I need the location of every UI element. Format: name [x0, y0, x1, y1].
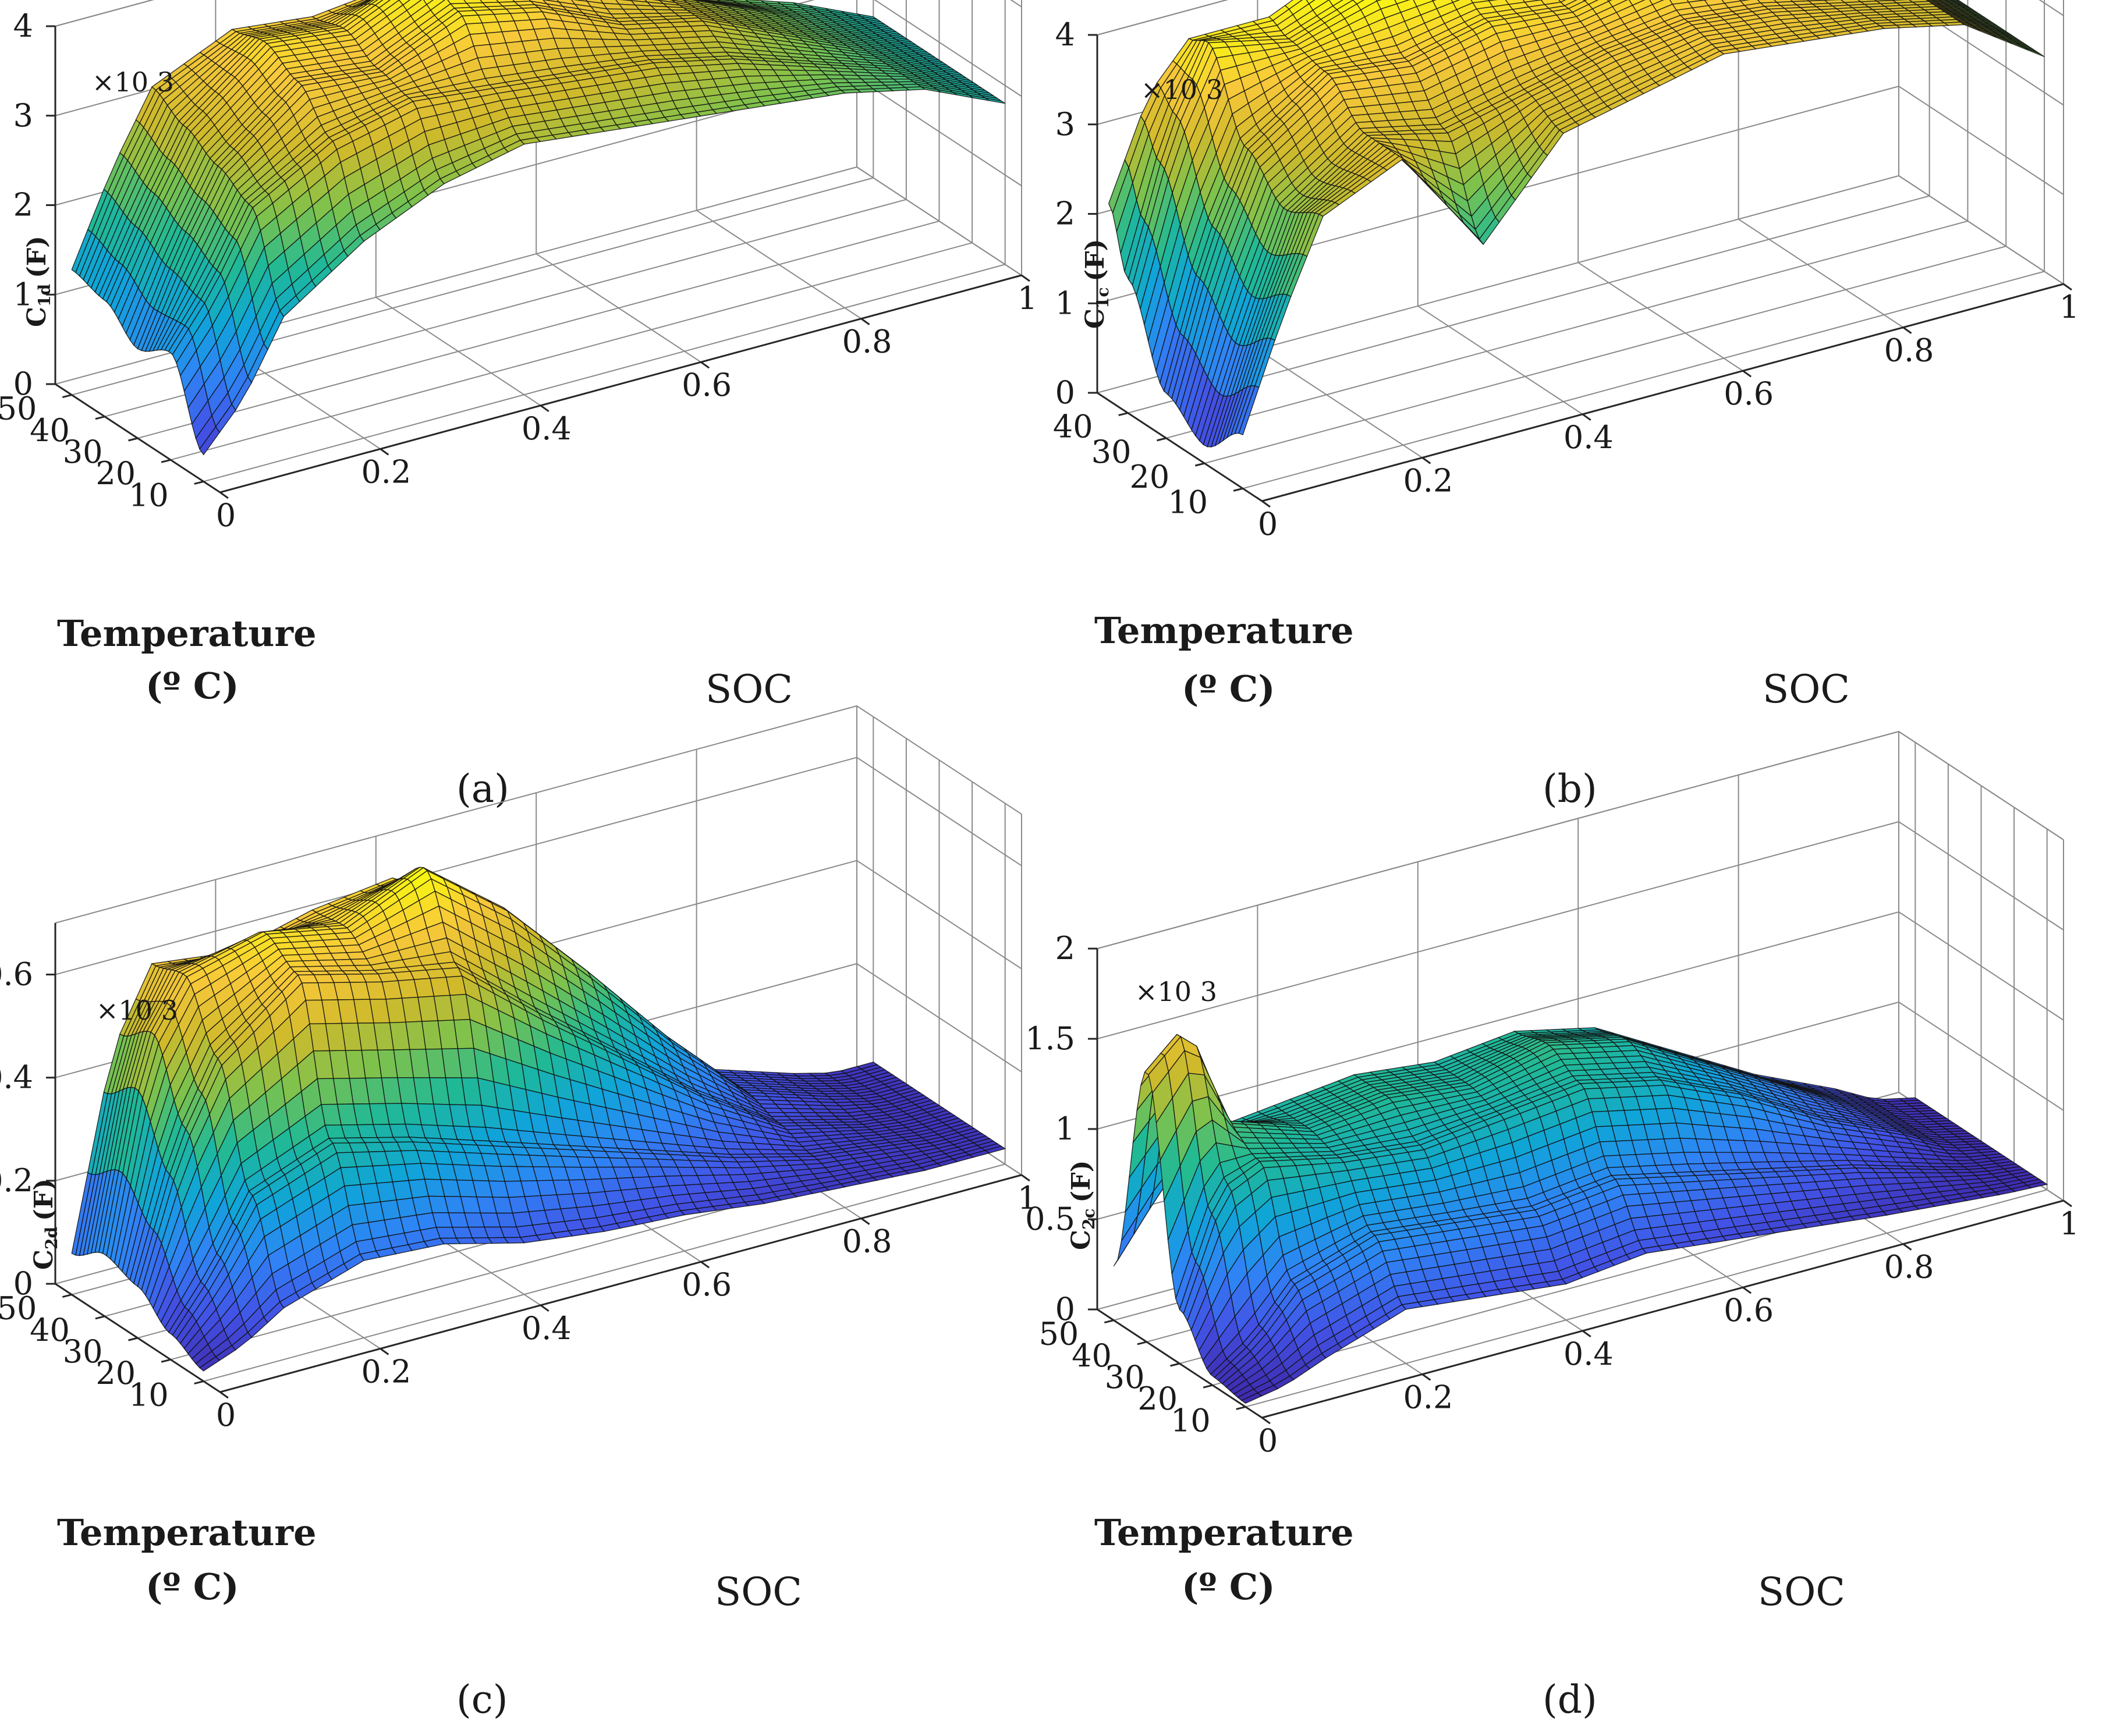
- x-tick-label: 0.6: [682, 367, 732, 403]
- z-tick-label: 2: [1055, 196, 1075, 232]
- x-tick-label: 1: [1017, 280, 1037, 317]
- z-tick-label: 3: [13, 97, 33, 134]
- panel-a-surface: [71, 0, 1006, 456]
- panel-a-caption: (a): [456, 766, 509, 811]
- side-wall-z-gridline: [856, 166, 1022, 276]
- z-tick-label: 1: [1055, 285, 1075, 321]
- x-tick-label: 0.8: [1884, 332, 1934, 369]
- y-tick-label: 10: [1168, 484, 1208, 520]
- panel-b-caption: (b): [1543, 766, 1597, 811]
- y-tick-label: 30: [1091, 434, 1132, 470]
- x-tick-label: 0: [216, 497, 236, 534]
- z-tick-label: 0: [1055, 374, 1075, 411]
- panel-a-temperature-unit: (º C): [146, 665, 239, 707]
- floor-y-gridline: [137, 221, 939, 439]
- z-tick-label: 4: [1055, 16, 1075, 53]
- z-tick-label: 3: [1055, 106, 1075, 143]
- x-tick-label: 0.8: [842, 324, 892, 360]
- y-tick-label: 20: [1130, 459, 1170, 495]
- side-wall-z-gridline: [874, 0, 1022, 97]
- x-tick-label: 0.6: [1724, 375, 1774, 412]
- z-tick-label: 4: [13, 8, 33, 44]
- y-tick-label: 40: [1053, 409, 1093, 445]
- panel-a-z-multiplier: ×10 3: [92, 66, 174, 98]
- x-tick-label: 0.2: [1403, 462, 1453, 499]
- x-tick-label: 0.2: [361, 453, 411, 490]
- panel-b-z-multiplier: ×10 3: [1141, 74, 1223, 105]
- z-tick-label: 2: [13, 187, 33, 223]
- floor-y-gridline: [170, 242, 973, 461]
- panel-a-temperature-label: Temperature: [57, 612, 317, 655]
- panel-b-temperature-label: Temperature: [1094, 609, 1354, 652]
- panel-b-soc-label: SOC: [1763, 667, 1850, 712]
- floor-y-gridline: [203, 264, 1005, 482]
- x-tick-label: 0.4: [1563, 419, 1614, 456]
- panel-b-temperature-unit: (º C): [1182, 668, 1275, 710]
- x-tick-label: 0: [1258, 506, 1278, 542]
- x-tick-label: 0.4: [522, 410, 572, 447]
- x-tick-label: 1: [2059, 289, 2079, 325]
- side-wall-z-gridline: [856, 77, 1022, 187]
- panel-a-soc-label: SOC: [705, 667, 793, 712]
- z-tick-label: 0: [13, 365, 33, 402]
